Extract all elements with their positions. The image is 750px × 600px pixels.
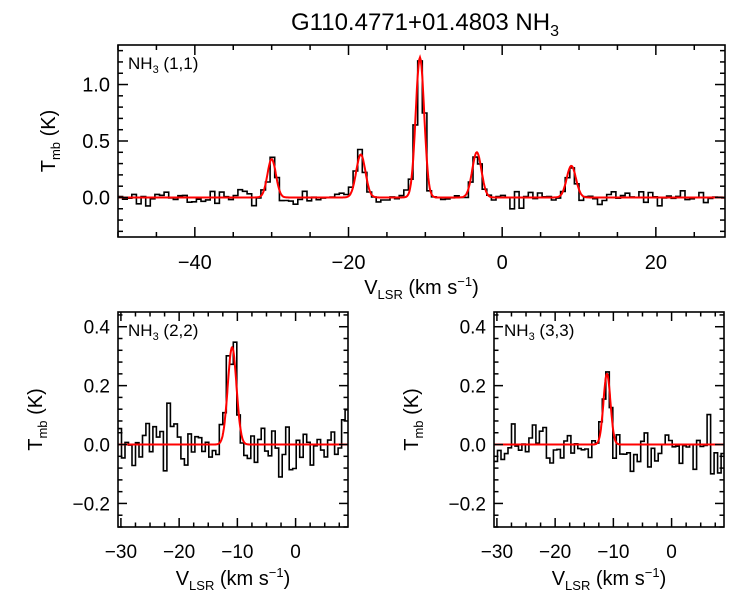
y-axis-label-main: T [401,439,423,451]
x-tick-label: 20 [645,252,667,274]
x-tick-label: 0 [497,252,508,274]
spectrum-line [118,341,348,478]
x-tick-label: −10 [221,542,253,563]
x-axis-label-close: ) [472,277,479,299]
plot-frame [117,311,349,528]
x-tick-label: 0 [666,542,677,563]
panel-label: NH3 (2,2) [128,321,198,343]
y-axis-label: Tmb (K) [401,388,426,451]
y-axis-label: Tmb (K) [38,110,63,173]
panel-label-main: NH [128,54,153,73]
y-axis-label-tail: (K) [38,110,60,142]
fit-line [118,346,348,446]
panel-label: NH3 (1,1) [128,54,198,76]
panel-label-main: NH [504,321,529,340]
x-axis-label-main: V [364,277,378,299]
y-axis-label: Tmb (K) [25,388,50,451]
panel-label: NH3 (3,3) [504,321,574,343]
y-tick-label: 1.0 [82,75,110,97]
x-axis-label-main: V [552,568,566,590]
x-tick-label: −40 [178,252,212,274]
y-tick-label: 0.5 [82,131,110,153]
y-tick-label: −0.2 [448,494,486,515]
spectrum-line [118,60,725,210]
y-axis-label-sub: mb [411,420,426,438]
x-tick-label: −30 [105,542,137,563]
panel-label-sub: 3 [529,331,535,343]
panel-nh3-33: −30 −20 −10 0 −0.2 0.0 0.2 0.4 NH3 (3,3) VLSR (km… [401,311,725,593]
x-axis-label-tail: (km s [214,568,268,590]
panel-nh3-11: −40 −20 0 20 0.0 0.5 1.0 NH3 (1,1) VLSR (km s−1)… [38,44,726,302]
x-tick-label: −20 [163,542,195,563]
x-axis-label-sub: LSR [189,578,214,593]
y-tick-label: 0.4 [84,318,111,339]
y-tick-label: 0.0 [82,188,110,210]
x-tick-label: −20 [332,252,366,274]
y-tick-label: −0.2 [72,494,110,515]
panel-label-tail: (1,1) [159,54,199,73]
x-axis-label: VLSR (km s−1) [552,565,667,593]
x-axis-label-sup: −1 [645,565,660,580]
y-tick-label: 0.0 [84,435,110,456]
y-axis-label-main: T [38,160,60,172]
x-axis-label: VLSR (km s−1) [176,565,291,593]
x-tick-label: −20 [539,542,571,563]
panel-label-sub: 3 [153,64,159,76]
panel-label-sub: 3 [153,331,159,343]
y-axis-label-main: T [25,439,47,451]
plot-frame [493,311,725,528]
panel-label-tail: (3,3) [535,321,575,340]
panel-label-main: NH [128,321,153,340]
x-axis-label-sub: LSR [565,578,590,593]
x-tick-label: −30 [481,542,513,563]
figure-title-main: G110.4771+01.4803 NH [291,9,550,36]
y-axis-label-tail: (K) [25,388,47,420]
y-tick-label: 0.4 [460,318,487,339]
x-tick-label: 0 [290,542,301,563]
x-axis-label-close: ) [660,568,667,590]
x-axis-label-sup: −1 [457,274,472,289]
y-axis-label-sub: mb [35,420,50,438]
x-axis-label-tail: (km s [403,277,457,299]
x-tick-label: −10 [597,542,629,563]
y-axis-label-tail: (K) [401,388,423,420]
y-axis-label-sub: mb [48,142,63,160]
figure-title-sub: 3 [550,23,559,40]
x-axis-label-main: V [176,568,190,590]
panel-nh3-22: −30 −20 −10 0 −0.2 0.0 0.2 0.4 NH3 (2,2) VLSR (km… [25,311,349,593]
y-tick-label: 0.0 [460,435,486,456]
fit-line [118,54,725,199]
x-axis-label-tail: (km s [590,568,644,590]
y-tick-label: 0.2 [84,376,110,397]
fit-line [494,372,724,446]
figure-title: G110.4771+01.4803 NH3 [291,9,559,40]
x-axis-label-sub: LSR [378,287,403,302]
x-axis-label-sup: −1 [269,565,284,580]
x-axis-label-close: ) [284,568,291,590]
y-tick-label: 0.2 [460,376,486,397]
x-axis-label: VLSR (km s−1) [364,274,479,302]
panel-label-tail: (2,2) [159,321,199,340]
